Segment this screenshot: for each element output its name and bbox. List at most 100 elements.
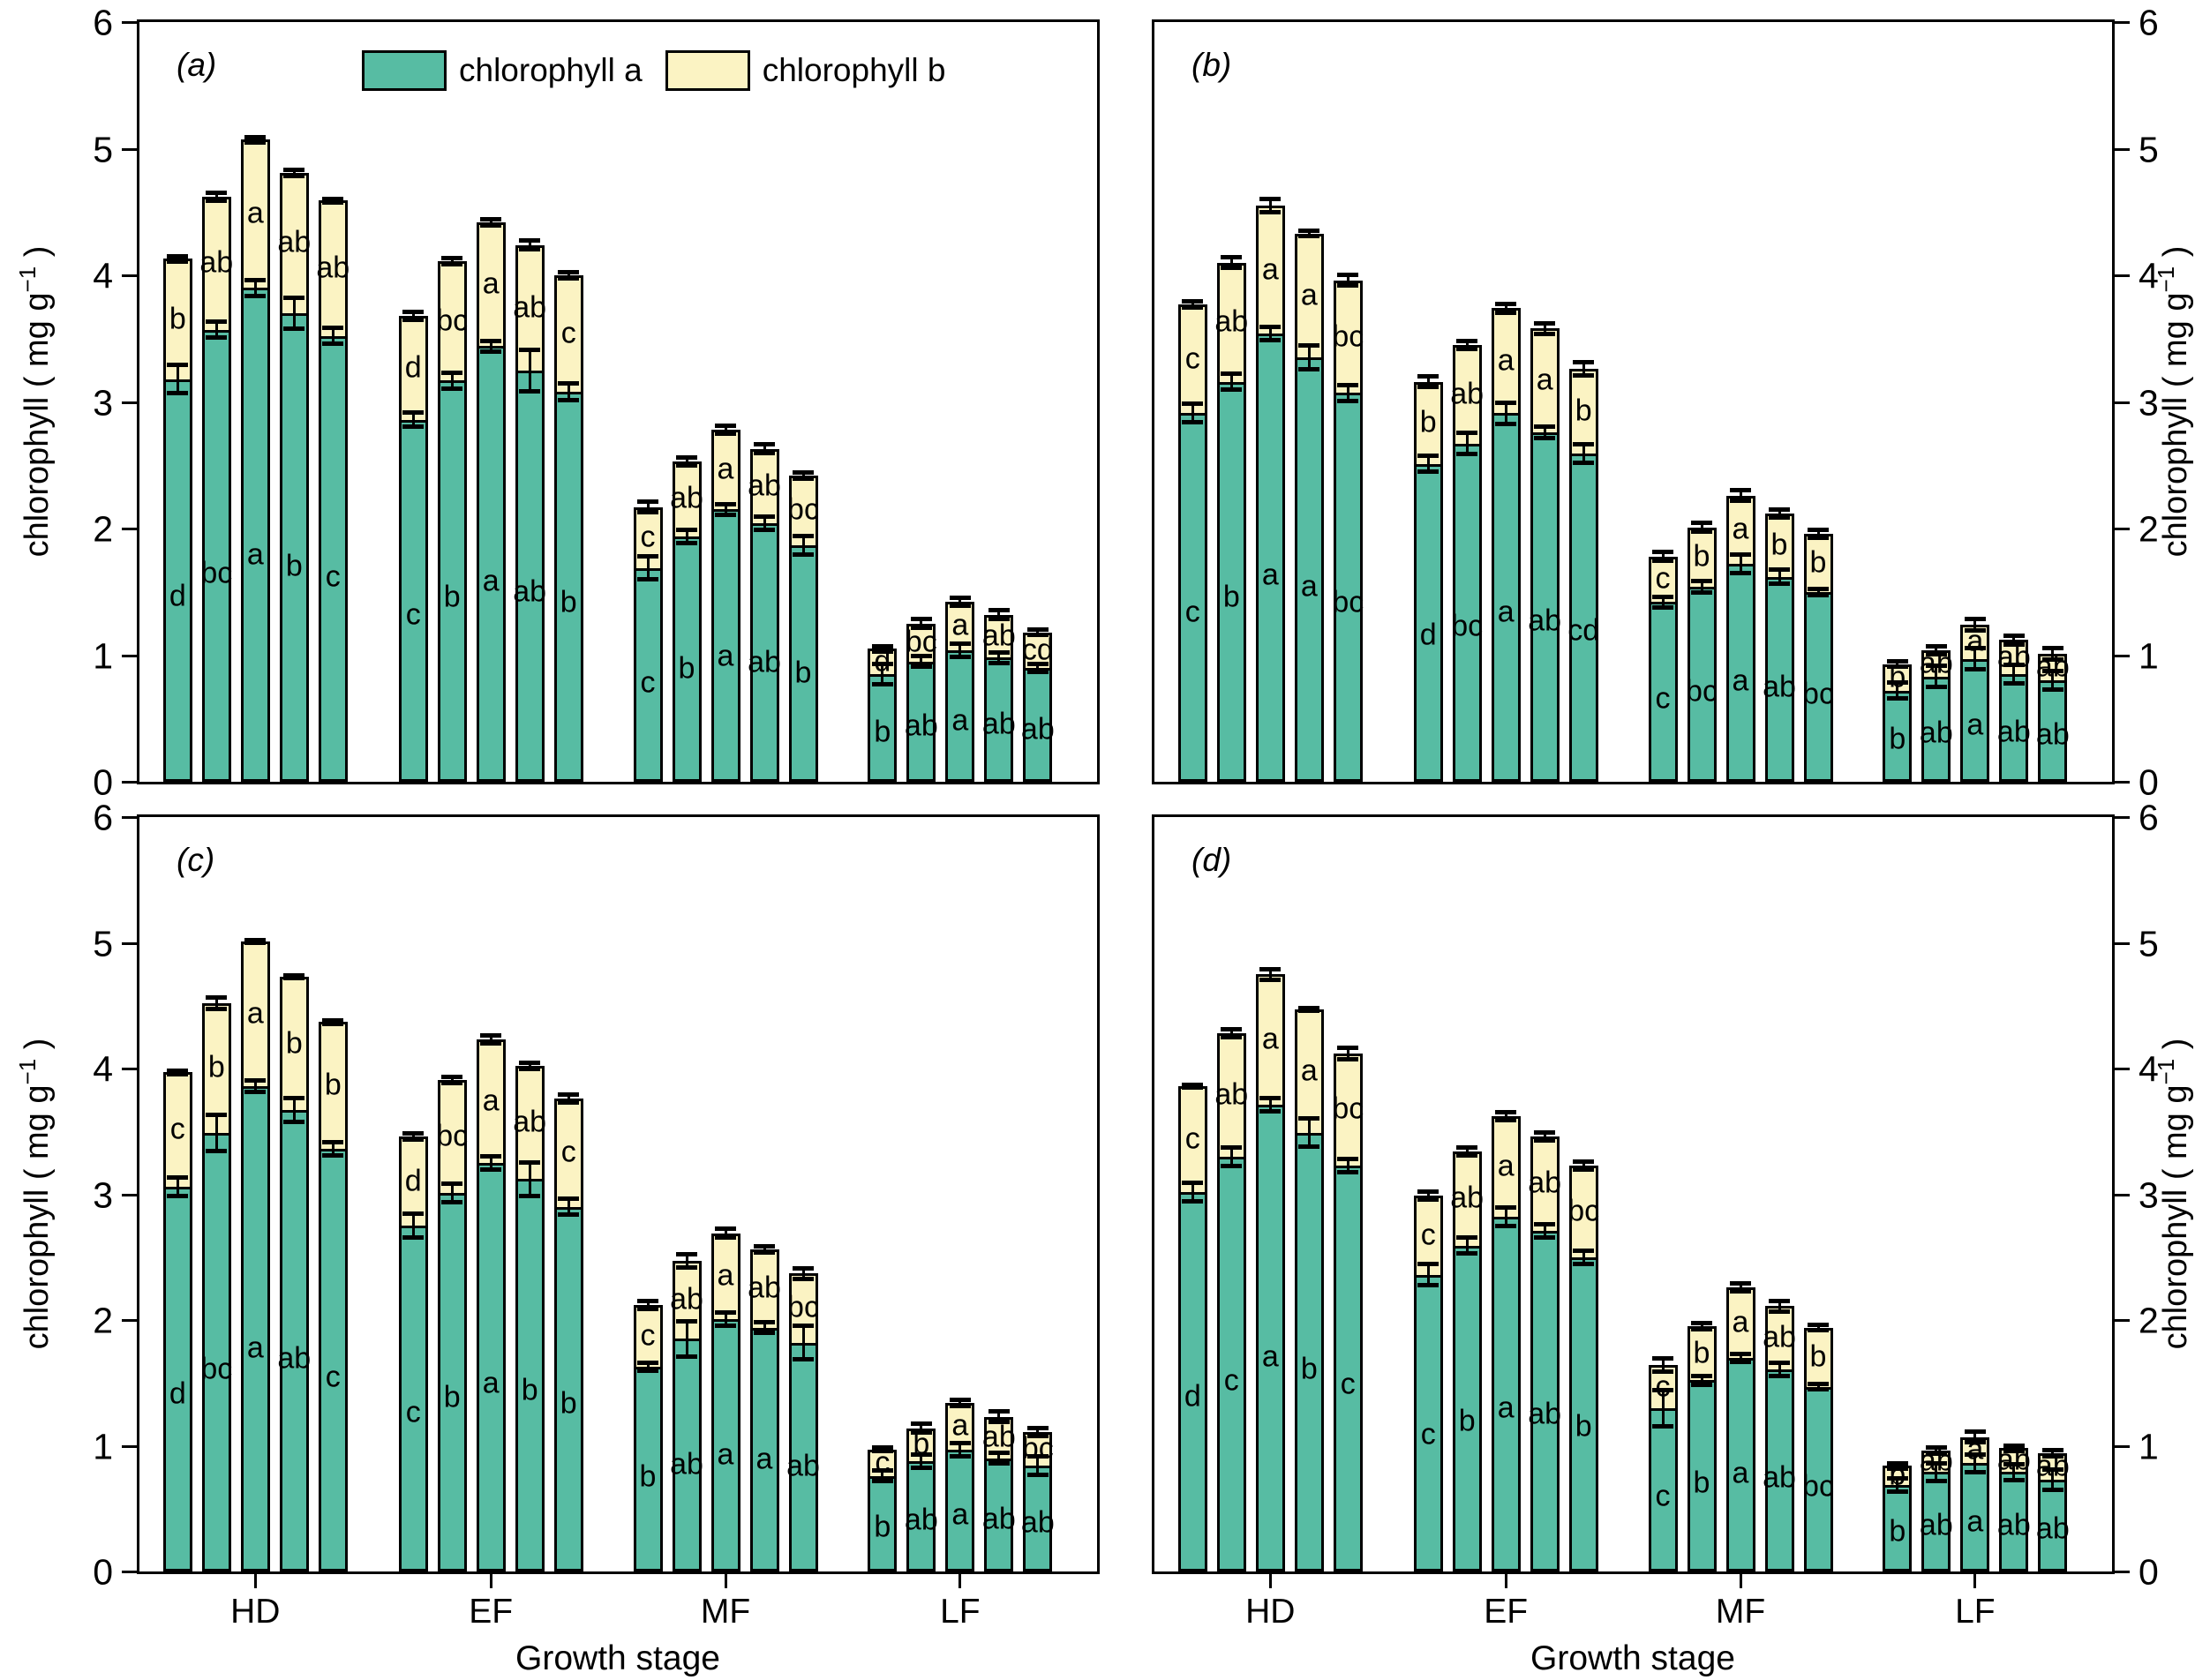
- panel-label-d: (d): [1191, 842, 1232, 878]
- sig-letter-chl-b: ab: [1450, 1181, 1485, 1215]
- y-tick: [2115, 1319, 2130, 1322]
- error-bar-stem: [1816, 1383, 1820, 1391]
- error-bar-stem: [881, 645, 884, 653]
- error-bar-stem: [411, 1132, 415, 1141]
- sig-letter-chl-a: ab: [1996, 1508, 2031, 1542]
- x-tick-label: MF: [1715, 1593, 1766, 1631]
- error-bar-cap: [322, 1140, 344, 1145]
- sig-letter-chl-b: b: [285, 1026, 303, 1060]
- error-bar-cap: [1964, 1440, 1986, 1445]
- error-bar-cap: [871, 1479, 893, 1484]
- error-bar-stem: [2012, 1463, 2016, 1481]
- y-tick-label: 3: [2139, 1174, 2159, 1215]
- y-axis-label-left-top: chlorophyll ( mg g−1 ): [14, 245, 56, 558]
- error-bar-cap: [1495, 1224, 1517, 1229]
- error-bar-cap: [244, 293, 267, 298]
- error-bar-cap: [244, 1089, 267, 1094]
- sig-letter-chl-a: a: [717, 1437, 734, 1472]
- error-bar-cap: [206, 995, 228, 1001]
- sig-letter-chl-a: a: [1966, 1504, 1984, 1539]
- bar-segment-chl-b: [476, 1039, 506, 1166]
- sig-letter-chl-b: a: [1732, 1305, 1749, 1339]
- error-bar-cap: [1925, 643, 1947, 649]
- bar-segment-chl-b: [1452, 1151, 1482, 1249]
- bar-segment-chl-a: [1216, 1156, 1246, 1571]
- error-bar-cap: [1026, 1425, 1049, 1430]
- error-bar-cap: [715, 423, 737, 428]
- error-bar-cap: [715, 513, 737, 518]
- error-bar-cap: [167, 1071, 189, 1076]
- y-axis-label-left-bottom: chlorophyll ( mg g−1 ): [14, 1038, 56, 1350]
- y-tick: [2115, 941, 2130, 945]
- error-bar-stem: [528, 239, 531, 251]
- error-bar-stem: [1036, 663, 1040, 673]
- error-bar-cap: [441, 370, 463, 375]
- y-tick: [2115, 274, 2130, 277]
- error-bar-cap: [793, 551, 815, 557]
- error-bar-cap: [1808, 1328, 1830, 1333]
- error-bar-stem: [2051, 1468, 2055, 1491]
- bar-segment-chl-a: [1530, 1230, 1560, 1571]
- bar-segment-chl-a: [984, 657, 1014, 782]
- error-bar-cap: [1417, 373, 1440, 379]
- error-bar-stem: [411, 311, 415, 321]
- error-bar-cap: [988, 1451, 1010, 1456]
- sig-letter-chl-b: ab: [1214, 1077, 1249, 1112]
- error-bar-cap: [988, 1409, 1010, 1414]
- error-bar-cap: [1337, 283, 1359, 289]
- sig-letter-chl-b: a: [1300, 1054, 1318, 1088]
- error-bar-stem: [685, 1320, 688, 1358]
- error-bar-cap: [910, 1451, 932, 1457]
- error-bar-cap: [754, 1244, 776, 1249]
- error-bar-cap: [402, 410, 425, 416]
- error-bar-stem: [1307, 229, 1311, 237]
- bar-segment-chl-a: [240, 288, 270, 782]
- error-bar-stem: [1191, 402, 1194, 424]
- y-tick-label: 4: [93, 1048, 113, 1090]
- bar-segment-chl-a: [1177, 413, 1207, 782]
- error-bar-cap: [1652, 558, 1674, 563]
- error-bar-cap: [1182, 1082, 1204, 1087]
- error-bar-cap: [2041, 1453, 2063, 1459]
- sig-letter-chl-b: b: [1809, 545, 1827, 580]
- error-bar-stem: [489, 1034, 492, 1045]
- error-bar-stem: [567, 1093, 570, 1104]
- error-bar-cap: [1769, 1298, 1791, 1303]
- sig-letter-chl-a: c: [1655, 1479, 1671, 1513]
- legend-swatch-chlorophyll-b: [665, 50, 750, 91]
- error-bar-cap: [910, 617, 932, 622]
- error-bar-cap: [988, 661, 1010, 666]
- error-bar-stem: [763, 515, 766, 531]
- bar-segment-chl-a: [672, 536, 702, 782]
- error-bar-cap: [1573, 360, 1595, 365]
- y-tick-label: 6: [2139, 797, 2159, 838]
- sig-letter-chl-b: c: [1655, 1369, 1671, 1404]
- error-bar-cap: [480, 1033, 502, 1039]
- sig-letter-chl-a: a: [1732, 1456, 1749, 1490]
- error-bar-cap: [1964, 667, 1986, 672]
- x-tick-label: EF: [469, 1593, 514, 1631]
- error-bar-cap: [1221, 1144, 1243, 1150]
- error-bar-stem: [958, 1442, 962, 1458]
- sig-letter-chl-a: b: [1300, 1352, 1318, 1386]
- error-bar-cap: [676, 540, 698, 545]
- legend: chlorophyll a chlorophyll b: [362, 50, 968, 91]
- error-bar-cap: [1456, 1251, 1478, 1256]
- error-bar-stem: [881, 663, 884, 686]
- error-bar-cap: [1691, 529, 1713, 534]
- error-bar-stem: [1739, 1353, 1742, 1363]
- error-bar-cap: [558, 397, 580, 402]
- error-bar-cap: [1026, 626, 1049, 632]
- error-bar-cap: [1182, 304, 1204, 310]
- sig-letter-chl-b: ab: [513, 290, 547, 325]
- error-bar-cap: [1769, 567, 1791, 573]
- error-bar-stem: [1465, 340, 1469, 350]
- sig-letter-chl-b: a: [1536, 363, 1553, 397]
- error-bar-cap: [2003, 1461, 2025, 1466]
- error-bar-cap: [1730, 571, 1752, 576]
- error-bar-cap: [167, 259, 189, 265]
- sig-letter-chl-b: ab: [1919, 1444, 1953, 1478]
- error-bar-stem: [1307, 1117, 1311, 1148]
- bar-segment-chl-a: [398, 419, 428, 782]
